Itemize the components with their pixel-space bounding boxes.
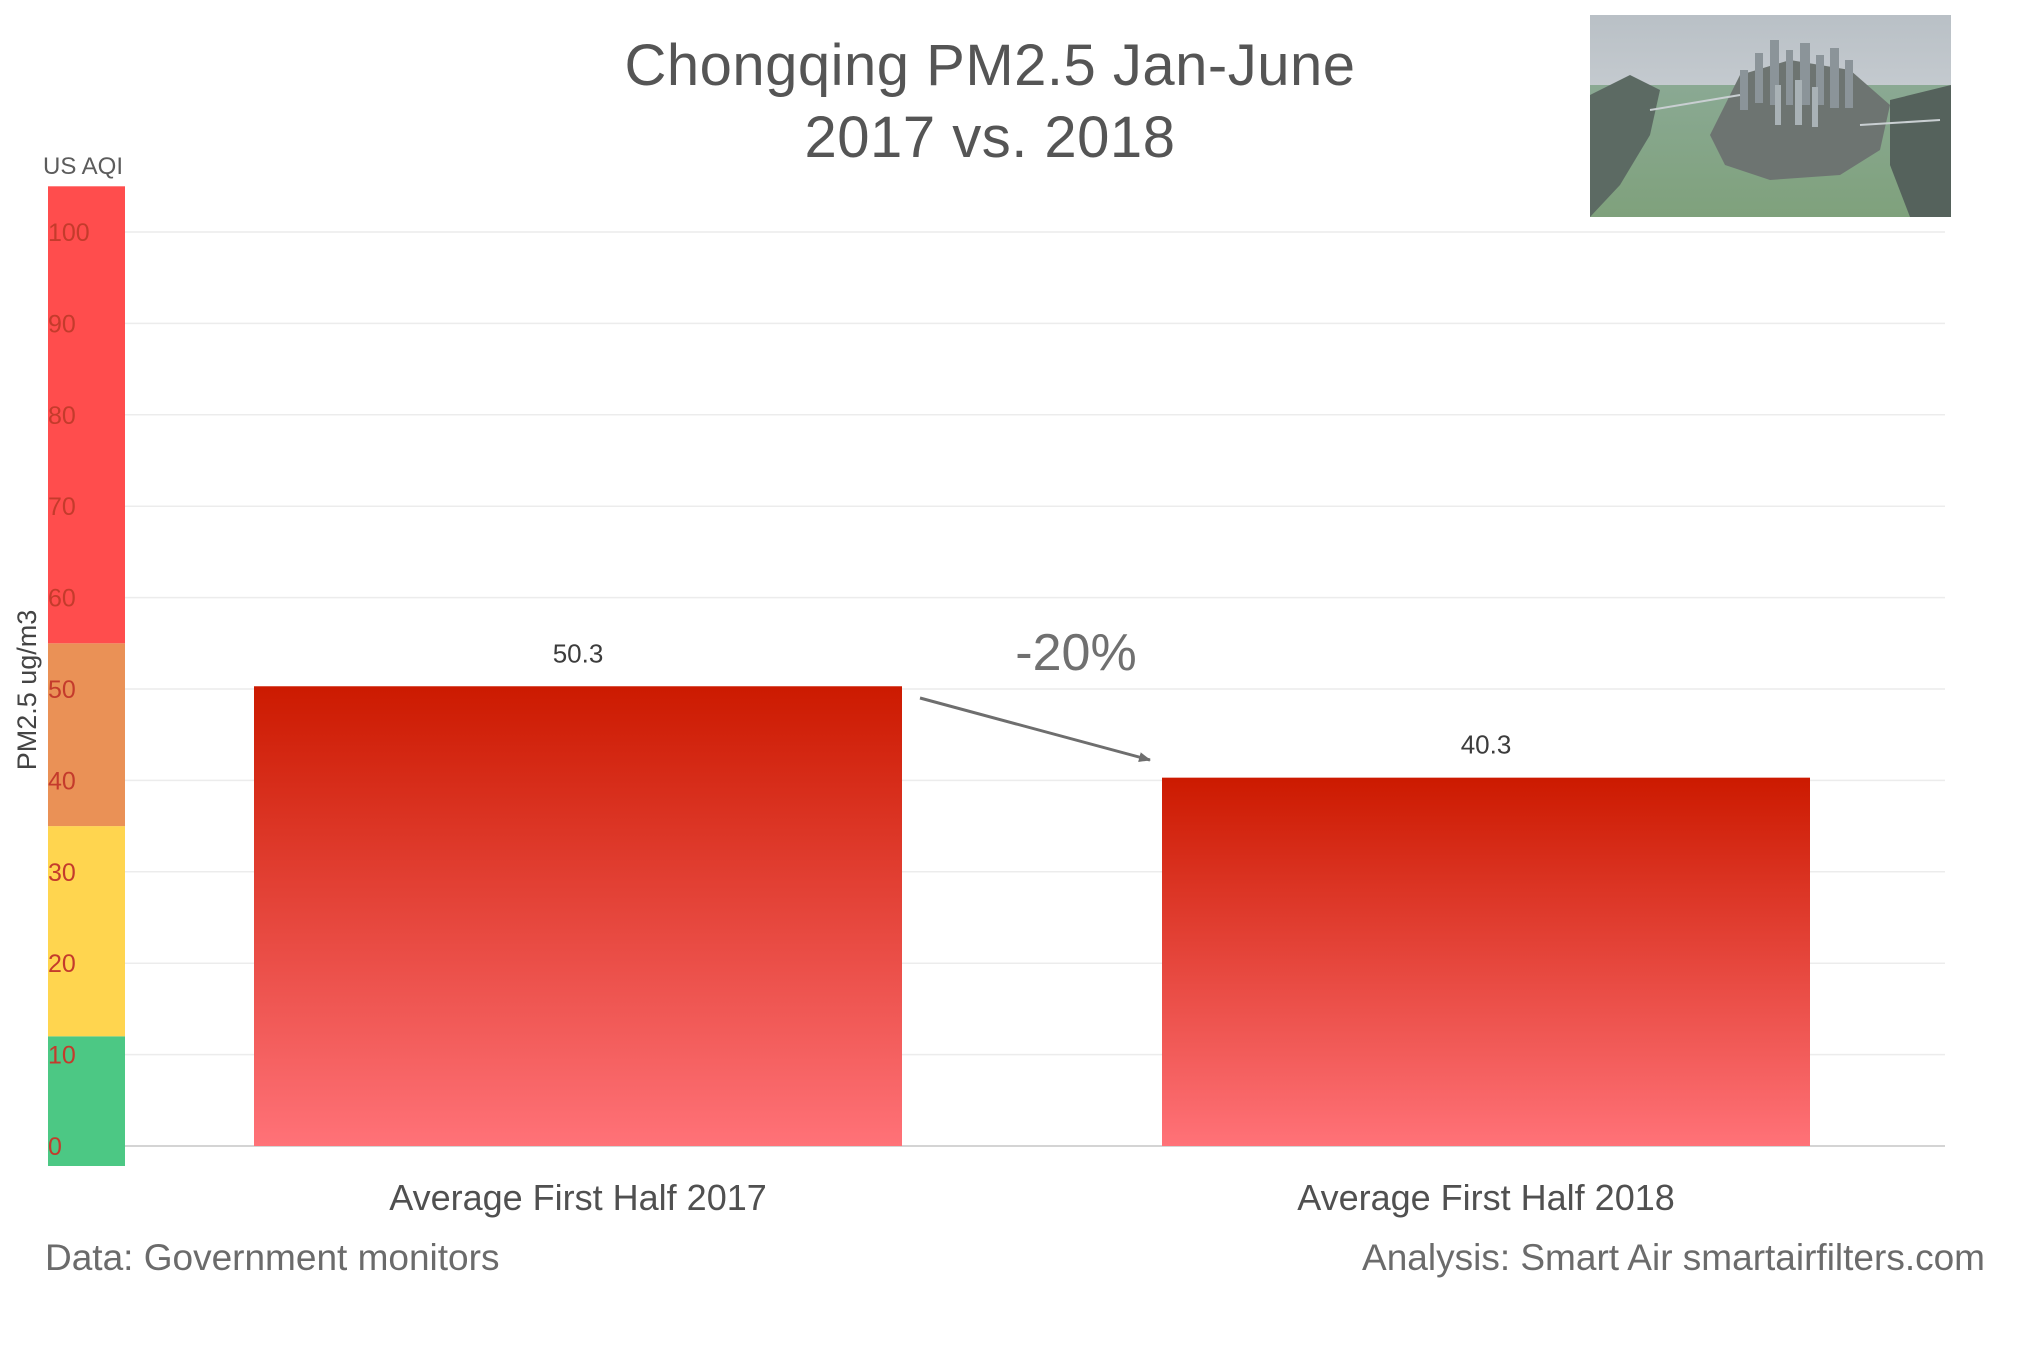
y-tick-label: 90	[48, 310, 76, 338]
y-tick-label: 70	[48, 493, 76, 521]
aqi-band	[48, 186, 125, 644]
y-tick-label: 50	[48, 676, 76, 704]
chart-title-line-1: Chongqing PM2.5 Jan-June	[624, 33, 1356, 98]
x-category-label: Average First Half 2017	[389, 1177, 767, 1218]
y-tick-label: 30	[48, 859, 76, 887]
aqi-band	[48, 826, 125, 1037]
aqi-band	[48, 1036, 125, 1166]
y-tick-label: 80	[48, 402, 76, 430]
x-category-label: Average First Half 2018	[1297, 1177, 1675, 1218]
aqi-scale-label: US AQI	[43, 153, 123, 180]
data-source-note: Data: Government monitors	[45, 1237, 500, 1278]
bar-value-label: 40.3	[1461, 730, 1512, 760]
y-tick-label: 0	[48, 1133, 62, 1161]
y-tick-label: 60	[48, 585, 76, 613]
chongqing-city-photo	[1590, 15, 1951, 217]
bar-value-label: 50.3	[553, 638, 604, 668]
y-tick-label: 40	[48, 767, 76, 795]
y-tick-label: 100	[48, 219, 90, 247]
y-tick-label: 10	[48, 1042, 76, 1070]
y-tick-label: 20	[48, 950, 76, 978]
change-arrow	[919, 696, 1151, 762]
chart-title-line-2: 2017 vs. 2018	[804, 105, 1176, 170]
change-annotation: -20%	[1015, 624, 1136, 682]
analysis-credit: Analysis: Smart Air smartairfilters.com	[1362, 1237, 1985, 1278]
aqi-band	[48, 643, 125, 827]
y-axis-label: PM2.5 ug/m3	[12, 610, 42, 771]
bar	[1162, 777, 1810, 1146]
bar	[254, 686, 902, 1146]
